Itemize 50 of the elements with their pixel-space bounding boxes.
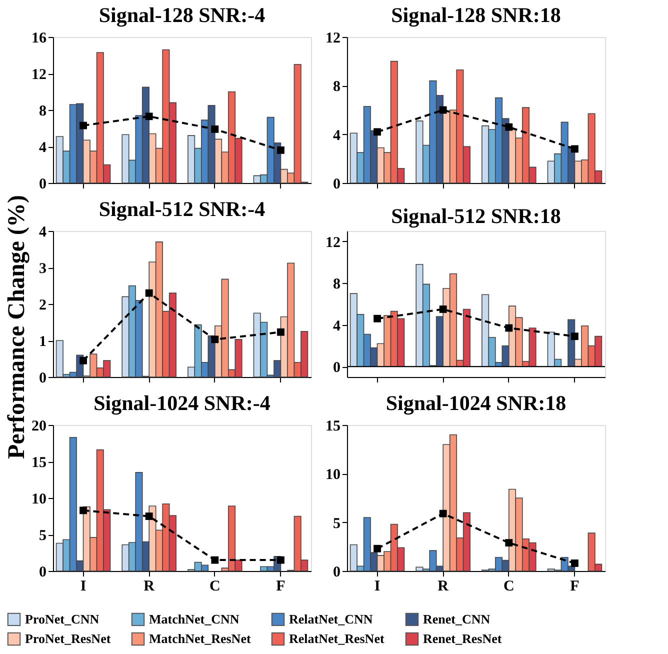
y-tick-label: 0 — [333, 176, 340, 192]
y-tick-label: 20 — [32, 418, 46, 434]
legend-label: RelatNet_ResNet — [289, 631, 385, 646]
chart-title: Signal-128 SNR:18 — [391, 3, 561, 27]
y-tick-label: 10 — [32, 492, 46, 508]
chart-title: Signal-512 SNR:18 — [391, 204, 561, 228]
y-tick-label: 0 — [39, 176, 46, 192]
x-tick-label: R — [144, 578, 155, 594]
y-tick-label: 0 — [333, 360, 340, 376]
y-tick-label: 12 — [32, 67, 46, 83]
y-tick-label: 8 — [39, 104, 46, 120]
x-tick-label: I — [80, 578, 86, 594]
chart-title: Signal-512 SNR:-4 — [98, 197, 266, 221]
legend-label: Renet_ResNet — [423, 631, 502, 646]
x-tick-label: F — [276, 578, 286, 594]
y-tick-label: 4 — [39, 140, 47, 156]
y-tick-label: 1 — [39, 334, 46, 350]
y-tick-label: 2 — [39, 298, 46, 314]
y-tick-label: 10 — [326, 467, 340, 484]
y-tick-label: 8 — [333, 79, 340, 96]
y-tick-label: 5 — [333, 516, 340, 532]
y-tick-label: 12 — [326, 234, 340, 251]
legend-label: RelatNet_CNN — [289, 611, 374, 626]
y-axis-title: Performance Change (%) — [4, 195, 30, 459]
y-tick-label: 0 — [333, 564, 340, 580]
y-tick-label: 5 — [39, 528, 46, 544]
y-tick-label: 15 — [326, 418, 340, 434]
y-tick-label: 0 — [39, 564, 46, 580]
chart-title: Signal-128 SNR:-4 — [98, 3, 266, 27]
legend-label: ProNet_ResNet — [25, 631, 112, 646]
y-tick-label: 3 — [39, 261, 46, 277]
y-tick-label: 4 — [333, 318, 341, 334]
y-tick-label: 16 — [32, 30, 47, 46]
x-tick-label: R — [438, 578, 449, 594]
legend-label: Renet_CNN — [423, 611, 491, 626]
chart-title: Signal-1024 SNR:18 — [386, 391, 566, 415]
y-tick-label: 12 — [326, 30, 340, 46]
x-tick-label: C — [209, 578, 220, 594]
chart-title: Signal-1024 SNR:-4 — [94, 391, 271, 415]
y-tick-label: 4 — [333, 128, 341, 144]
x-tick-label: I — [374, 578, 380, 594]
legend-label: ProNet_CNN — [25, 611, 100, 626]
y-tick-label: 4 — [39, 224, 47, 240]
legend-label: MatchNet_ResNet — [149, 631, 252, 646]
y-tick-label: 0 — [39, 370, 46, 386]
y-tick-label: 8 — [333, 276, 340, 293]
legend-label: MatchNet_CNN — [149, 611, 240, 626]
x-tick-label: F — [570, 578, 580, 594]
y-tick-label: 15 — [32, 455, 46, 471]
x-tick-label: C — [503, 578, 514, 594]
